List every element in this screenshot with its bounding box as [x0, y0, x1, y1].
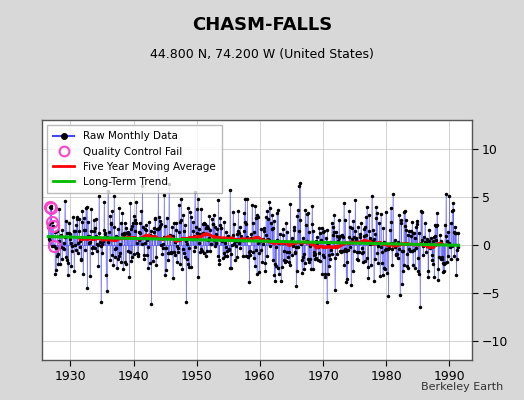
Text: Berkeley Earth: Berkeley Earth: [421, 382, 503, 392]
Text: CHASM-FALLS: CHASM-FALLS: [192, 16, 332, 34]
Text: 44.800 N, 74.200 W (United States): 44.800 N, 74.200 W (United States): [150, 48, 374, 61]
Legend: Raw Monthly Data, Quality Control Fail, Five Year Moving Average, Long-Term Tren: Raw Monthly Data, Quality Control Fail, …: [47, 125, 222, 193]
